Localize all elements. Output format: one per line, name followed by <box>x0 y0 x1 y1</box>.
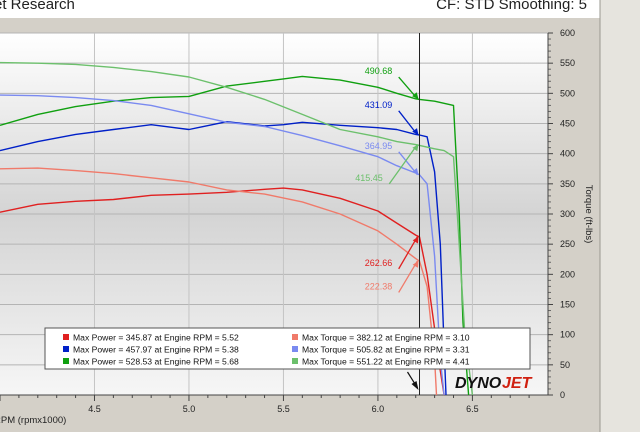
annotation-label: 490.68 <box>365 66 393 76</box>
header-strip <box>0 0 640 18</box>
x-tick-label: 5.5 <box>277 404 290 414</box>
x-tick-label: 4.5 <box>88 404 101 414</box>
y-tick-label: 150 <box>560 300 575 310</box>
right-panel <box>600 0 640 432</box>
y-tick-label: 400 <box>560 149 575 159</box>
y-axis-label: Torque (ft-lbs) <box>583 185 594 244</box>
legend-swatch <box>292 334 298 340</box>
x-tick-label: 5.0 <box>183 404 196 414</box>
legend-entry: Max Power = 528.53 at Engine RPM = 5.68 <box>73 357 239 367</box>
value-annotations: 490.68 431.09 364.95 415.45 262.66 222.38 <box>355 66 419 390</box>
x-axis-label: RPM (rpmx1000) <box>0 415 66 426</box>
y-tick-label: 250 <box>560 239 575 249</box>
series-line-4 <box>0 167 438 396</box>
logo-text-jet: JET <box>502 375 533 392</box>
y-tick-label: 300 <box>560 209 575 219</box>
legend-swatch <box>63 358 69 364</box>
legend-entry: Max Torque = 505.82 at Engine RPM = 3.31 <box>302 345 470 355</box>
cursor-arrowhead <box>411 381 419 390</box>
x-tick-label: 6.0 <box>372 404 385 414</box>
legend-entry: Max Power = 345.87 at Engine RPM = 5.52 <box>73 333 239 343</box>
annotation-label: 262.66 <box>365 258 393 268</box>
logo-text-dyno: DYNO <box>455 375 502 392</box>
legend-entry: Max Torque = 551.22 at Engine RPM = 4.41 <box>302 357 470 367</box>
annotation-arrow <box>398 260 419 293</box>
series-line-6 <box>0 61 474 396</box>
legend-entry: Max Torque = 382.12 at Engine RPM = 3.10 <box>302 333 470 343</box>
legend-swatch <box>292 346 298 352</box>
annotation-arrowhead <box>412 236 419 244</box>
series-line-5 <box>0 94 445 396</box>
legend-swatch <box>63 334 69 340</box>
x-axis: 4.5 5.0 5.5 6.0 6.5 <box>0 394 548 414</box>
annotation-arrowhead <box>412 92 419 99</box>
series-line-3 <box>0 75 470 396</box>
y-tick-label: 100 <box>560 330 575 340</box>
annotation-arrow <box>388 143 419 185</box>
annotation-label: 364.95 <box>365 141 393 151</box>
annotation-label: 222.38 <box>365 281 393 291</box>
header-right-text: CF: STD Smoothing: 5 <box>436 0 587 13</box>
y-tick-label: 0 <box>560 390 565 400</box>
annotation-label: 431.09 <box>365 100 393 110</box>
y-tick-label: 550 <box>560 58 575 68</box>
series-lines <box>0 61 474 396</box>
annotation-arrowhead <box>412 128 419 135</box>
annotation-arrow <box>398 236 419 270</box>
y-axis: 0 50 100 150 200 250 300 350 400 450 500 550 600 <box>547 28 575 400</box>
annotation-label: 415.45 <box>355 173 383 183</box>
series-line-1 <box>0 187 445 396</box>
y-tick-label: 350 <box>560 179 575 189</box>
annotation-arrowhead <box>412 168 419 175</box>
dynojet-logo: DYNO JET <box>455 375 533 392</box>
x-tick-label: 6.5 <box>466 404 479 414</box>
legend-swatch <box>63 346 69 352</box>
y-tick-label: 450 <box>560 119 575 129</box>
legend-box <box>44 327 531 370</box>
annotation-arrowhead <box>412 144 419 152</box>
y-tick-label: 200 <box>560 269 575 279</box>
y-tick-label: 500 <box>560 88 575 98</box>
y-tick-label: 50 <box>560 360 570 370</box>
legend: Max Power = 345.87 at Engine RPM = 5.52 M… <box>44 327 531 370</box>
series-line-2 <box>0 120 447 396</box>
legend-swatch <box>292 358 298 364</box>
header-left-text: et Research <box>0 0 75 13</box>
annotation-arrowhead <box>412 260 419 268</box>
y-tick-label: 600 <box>560 28 575 38</box>
legend-entry: Max Power = 457.97 at Engine RPM = 5.38 <box>73 345 239 355</box>
